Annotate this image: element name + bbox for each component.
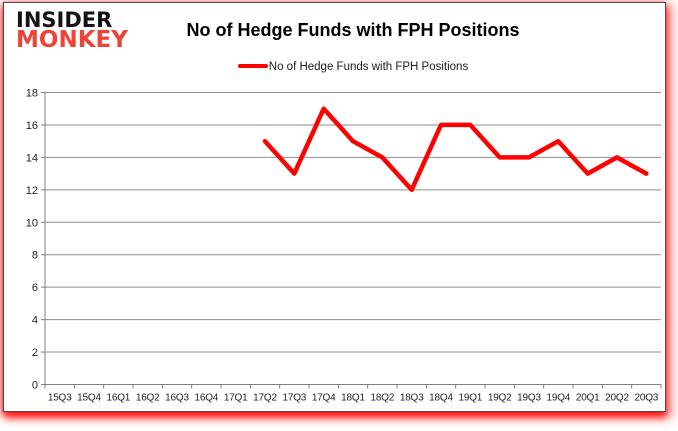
x-axis-label: 16Q2 (136, 393, 160, 404)
x-axis-label: 20Q1 (576, 393, 600, 404)
x-axis-label: 15Q3 (48, 393, 72, 404)
x-axis-label: 15Q4 (77, 393, 101, 404)
y-axis-label: 12 (26, 185, 38, 197)
x-axis-label: 18Q1 (341, 393, 365, 404)
y-axis-label: 6 (32, 282, 38, 294)
logo-monkey-text: MONKEY (16, 27, 128, 54)
x-axis-label: 16Q1 (106, 393, 130, 404)
legend: No of Hedge Funds with FPH Positions (45, 61, 661, 73)
x-axis-label: 17Q4 (312, 393, 336, 404)
line-chart-plot: 0 2 4 6 8 10 12 14 16 18 15Q3 15Q4 16Q1 16Q2 16Q3 16Q4 1… (26, 88, 662, 404)
series-line (262, 106, 649, 193)
chart-container: INSIDER MONKEY No of Hedge Funds with FP… (3, 2, 666, 412)
x-axis-label: 18Q2 (370, 393, 394, 404)
y-axis-label: 0 (32, 380, 38, 392)
x-axis-label: 18Q3 (400, 393, 424, 404)
x-axis-label: 18Q4 (429, 393, 453, 404)
x-axis-label: 19Q3 (517, 393, 541, 404)
x-axis-label: 19Q1 (458, 393, 482, 404)
chart-title: No of Hedge Funds with FPH Positions (186, 20, 520, 40)
x-axis-label: 16Q4 (194, 393, 218, 404)
legend-label: No of Hedge Funds with FPH Positions (268, 61, 469, 73)
y-axis-label: 10 (26, 217, 38, 229)
y-axis-label: 14 (26, 152, 38, 164)
x-axis-label: 17Q2 (253, 393, 277, 404)
logo-insider-text: INSIDER (16, 8, 113, 32)
y-axis-label: 18 (26, 88, 38, 100)
y-axis-label: 8 (32, 250, 38, 262)
x-axis-label: 20Q2 (605, 393, 629, 404)
y-axis-label: 16 (26, 120, 38, 132)
y-axis-label: 2 (32, 347, 38, 359)
legend-line-swatch (237, 63, 268, 68)
y-axis-label: 4 (32, 315, 38, 327)
x-axis-label: 17Q3 (282, 393, 306, 404)
x-axis-label: 17Q1 (224, 393, 248, 404)
x-axis-label: 16Q3 (165, 393, 189, 404)
x-axis-label: 19Q4 (546, 393, 570, 404)
x-axis-label: 19Q2 (488, 393, 512, 404)
x-axis-label: 20Q3 (634, 393, 658, 404)
insider-monkey-logo: INSIDER MONKEY (16, 8, 128, 54)
